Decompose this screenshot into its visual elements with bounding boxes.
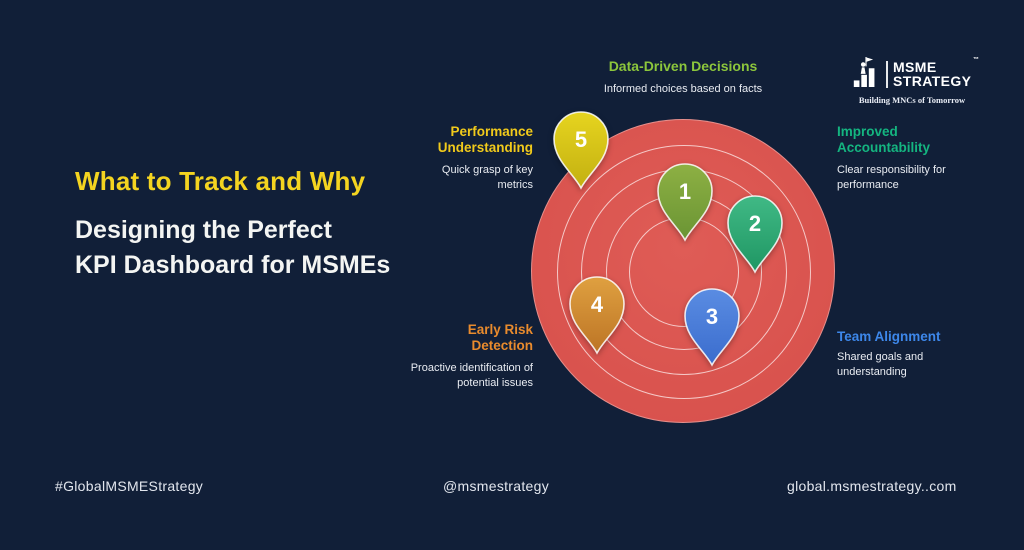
map-pin-5: 5 — [551, 110, 611, 192]
label-description: Shared goals and understanding — [837, 351, 924, 378]
title-block: What to Track and Why Designing the Perf… — [75, 166, 415, 283]
map-pin-3: 3 — [682, 287, 742, 369]
map-pin-1: 1 — [655, 162, 715, 244]
map-pin-4: 4 — [567, 275, 627, 357]
brand-logo: MSME STRATEGY ™ Building MNCs of Tomorro… — [851, 56, 979, 105]
page-subtitle-line2: KPI Dashboard for MSMEs — [75, 251, 391, 279]
logo-line2: STRATEGY — [893, 72, 972, 89]
page-title: What to Track and Why — [75, 166, 366, 196]
map-pin-2: 2 — [725, 194, 785, 276]
page-subtitle: Designing the Perfect KPI Dashboard for … — [75, 213, 415, 283]
label-performance-understanding: Performance Understanding Quick grasp of… — [388, 124, 533, 193]
page-subtitle-line1: Designing the Perfect — [75, 216, 332, 244]
label-team-alignment: Team Alignment Shared goals and understa… — [837, 329, 987, 380]
label-description: Quick grasp of key metrics — [441, 164, 533, 192]
pin-number: 1 — [679, 179, 691, 204]
label-title: Team Alignment — [837, 329, 941, 344]
pin-number: 2 — [749, 211, 761, 236]
logo-tagline: Building MNCs of Tomorrow — [858, 95, 966, 105]
footer-social-handle: @msmestrategy — [443, 478, 550, 494]
label-title: Early Risk Detection — [467, 322, 533, 354]
label-description: Informed choices based on facts — [603, 82, 763, 95]
pin-number: 4 — [591, 292, 604, 317]
stairs-climber-flag-icon — [851, 56, 881, 93]
footer-website: global.msmestrategy..com — [787, 478, 957, 494]
label-title: Performance Understanding — [437, 124, 533, 156]
pin-number: 3 — [706, 304, 718, 329]
logo-wordmark: MSME STRATEGY ™ — [893, 57, 979, 89]
footer-hashtag: #GlobalMSMEStrategy — [55, 478, 204, 494]
trademark-symbol: ™ — [972, 57, 980, 64]
pin-number: 5 — [575, 127, 587, 152]
label-title: Data-Driven Decisions — [608, 58, 758, 74]
ring-1 — [557, 145, 811, 399]
logo-line1: MSME — [893, 59, 937, 76]
label-description: Clear responsibility for performance — [837, 164, 946, 192]
logo-divider — [886, 61, 888, 88]
label-data-driven-decisions: Data-Driven Decisions Informed choices b… — [563, 58, 803, 97]
label-title: Improved Accountability — [837, 124, 931, 156]
label-improved-accountability: Improved Accountability Clear responsibi… — [837, 124, 977, 193]
concentric-circles-diagram: 1 2 3 — [531, 111, 835, 423]
label-early-risk-detection: Early Risk Detection Proactive identific… — [388, 322, 533, 391]
label-description: Proactive identification of potential is… — [410, 362, 533, 390]
